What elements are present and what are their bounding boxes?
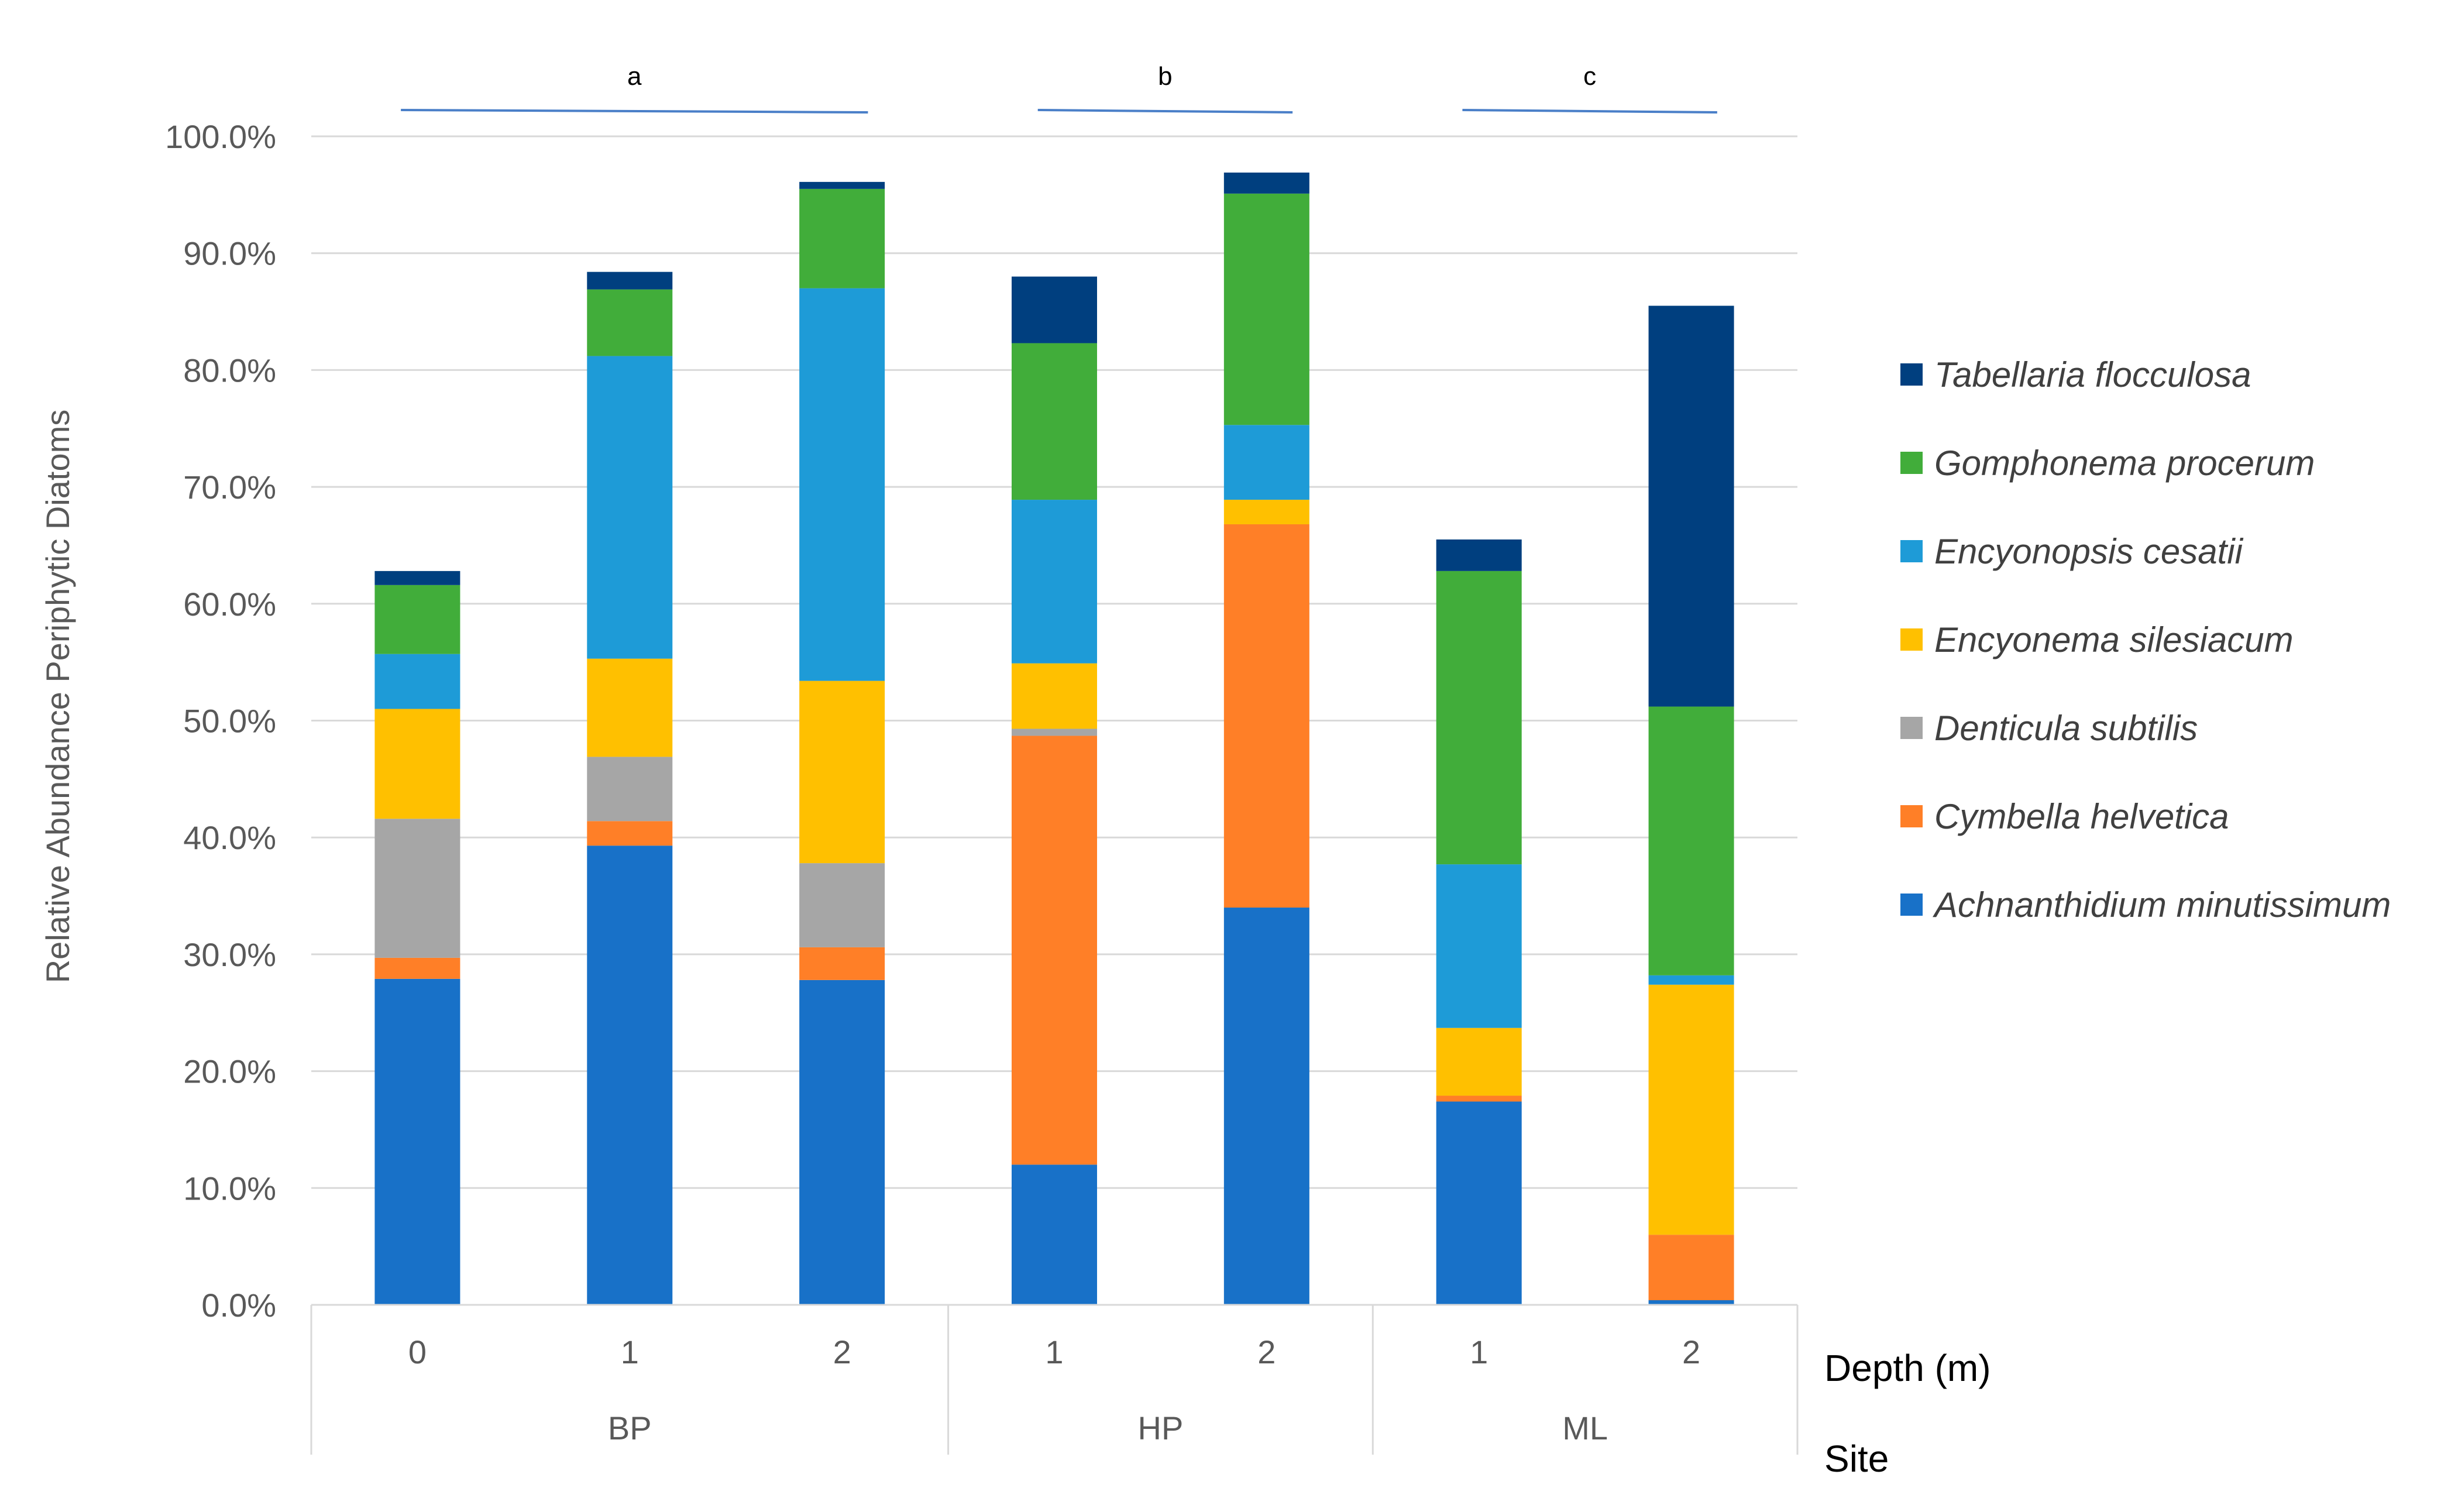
legend-label: Encyonema silesiacum	[1934, 620, 2294, 659]
legend-label: Cymbella helvetica	[1934, 797, 2229, 836]
bar-segment	[1648, 1235, 1734, 1301]
bar-segment	[799, 980, 885, 1305]
bar-segment	[1012, 276, 1097, 343]
legend-swatch	[1900, 540, 1923, 562]
bar-segment	[1012, 500, 1097, 664]
x-tick-label-depth: 1	[621, 1334, 639, 1370]
bar-segment	[799, 288, 885, 681]
bar-segment	[1436, 1095, 1522, 1102]
legend-swatch	[1900, 363, 1923, 386]
bar-segment	[1648, 984, 1734, 1235]
y-axis-tick-labels: 0.0% 10.0% 20.0% 30.0% 40.0% 50.0% 60.0% 70.0% 8…	[165, 118, 276, 1324]
bar-segment	[587, 289, 673, 356]
legend-swatch	[1900, 717, 1923, 739]
bar-segment	[799, 863, 885, 947]
bar-segment	[587, 356, 673, 659]
legend-swatch	[1900, 805, 1923, 827]
bar-segment	[587, 757, 673, 822]
significance-bracket	[1462, 109, 1717, 114]
x-tick-label-site: ML	[1562, 1410, 1608, 1446]
bar-segment	[1012, 343, 1097, 500]
legend-swatch	[1900, 452, 1923, 474]
legend-label: Gomphonema procerum	[1934, 444, 2315, 483]
bar-segment	[1436, 1101, 1522, 1305]
bar-segment	[1223, 193, 1309, 425]
bar-segment	[374, 709, 460, 819]
bar-segment	[1012, 663, 1097, 729]
significance-letter: c	[1583, 62, 1596, 91]
y-tick-label: 80.0%	[183, 352, 276, 389]
bar-segment	[374, 819, 460, 958]
x-axis-title-site: Site	[1824, 1438, 1889, 1480]
bar-segment	[587, 846, 673, 1305]
y-tick-label: 100.0%	[165, 118, 276, 155]
bar-segment	[1436, 539, 1522, 571]
y-tick-label: 40.0%	[183, 819, 276, 856]
y-axis-label: Relative Abundance Periphytic Diatoms	[39, 410, 76, 984]
x-tick-label-depth: 2	[1257, 1334, 1276, 1370]
y-tick-label: 50.0%	[183, 703, 276, 740]
y-tick-label: 10.0%	[183, 1170, 276, 1207]
bar-segment	[374, 585, 460, 654]
bar-segment	[1223, 425, 1309, 500]
bar-segment	[1436, 571, 1522, 865]
bar-segment	[1223, 908, 1309, 1305]
y-tick-label: 70.0%	[183, 469, 276, 506]
legend-swatch	[1900, 894, 1923, 916]
y-tick-label: 20.0%	[183, 1053, 276, 1090]
x-tick-label-depth: 1	[1470, 1334, 1488, 1370]
bar-segment	[374, 978, 460, 1305]
x-tick-label-depth: 1	[1045, 1334, 1063, 1370]
bar-segment	[1648, 975, 1734, 985]
significance-bracket	[1037, 109, 1293, 114]
legend-label: Achnanthidium minutissimum	[1933, 885, 2391, 925]
significance-annotations: a b c	[401, 62, 1717, 114]
x-axis-categories: 0 1 2 1 2 1 2 BP HP ML	[408, 1334, 1700, 1446]
x-tick-label-site: BP	[608, 1410, 652, 1446]
bar-segment	[799, 947, 885, 980]
bar-segment	[1223, 500, 1309, 525]
bar-segment	[1012, 728, 1097, 736]
legend-label: Denticula subtilis	[1934, 709, 2198, 748]
bar-segment	[799, 188, 885, 288]
x-tick-label-depth: 0	[408, 1334, 427, 1370]
legend-swatch	[1900, 628, 1923, 651]
bar-segment	[1223, 172, 1309, 194]
legend-label: Tabellaria flocculosa	[1934, 355, 2251, 394]
bars	[374, 172, 1734, 1305]
x-tick-label-depth: 2	[1682, 1334, 1700, 1370]
bar-segment	[1012, 1164, 1097, 1305]
x-tick-label-site: HP	[1138, 1410, 1184, 1446]
bar-segment	[587, 272, 673, 290]
legend: Tabellaria flocculosa Gomphonema procerum…	[1900, 355, 2391, 925]
bar-segment	[374, 957, 460, 979]
significance-letter: a	[627, 62, 642, 91]
bar-segment	[799, 681, 885, 864]
bar-segment	[1648, 1300, 1734, 1305]
bar-segment	[1223, 524, 1309, 908]
x-axis	[310, 1304, 1799, 1455]
significance-bracket	[401, 109, 868, 114]
bar-segment	[374, 571, 460, 585]
bar-segment	[1436, 1028, 1522, 1096]
significance-letter: b	[1158, 62, 1172, 91]
bar-segment	[799, 181, 885, 189]
y-tick-label: 0.0%	[201, 1287, 276, 1324]
legend-label: Encyonopsis cesatii	[1934, 532, 2244, 571]
bar-segment	[1648, 305, 1734, 707]
bar-segment	[587, 658, 673, 757]
bar-segment	[1012, 736, 1097, 1165]
bar-segment	[374, 654, 460, 709]
y-tick-label: 60.0%	[183, 586, 276, 623]
bar-segment	[1436, 864, 1522, 1028]
y-tick-label: 30.0%	[183, 936, 276, 973]
x-axis-title-depth: Depth (m)	[1824, 1347, 1991, 1389]
bar-segment	[1648, 706, 1734, 975]
y-tick-label: 90.0%	[183, 235, 276, 272]
bar-segment	[587, 821, 673, 846]
x-tick-label-depth: 2	[833, 1334, 851, 1370]
